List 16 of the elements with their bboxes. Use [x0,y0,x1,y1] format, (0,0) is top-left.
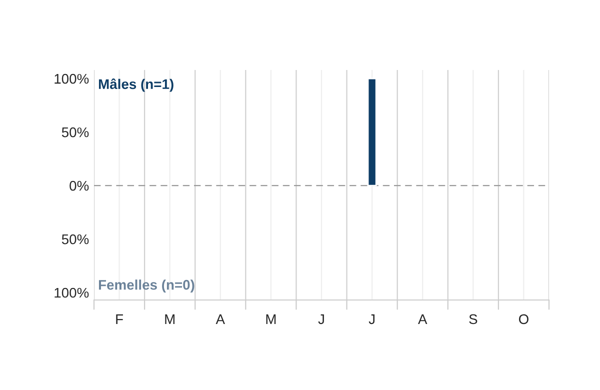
text: Mâles (n=1) [98,78,174,92]
x-tick-label: M [165,314,174,324]
y-tick-label: 50% [62,127,89,138]
x-tick-label: A [216,314,225,324]
x-tick-label: S [469,314,478,324]
y-tick-label: 100% [54,74,89,84]
x-tick-label: F [116,314,123,324]
x-tick-label: O [518,314,528,324]
y-tick-label: 100% [54,288,89,298]
x-tick-label: A [418,314,428,324]
y-tick-label: 0% [70,180,89,191]
x-tick-label: M [266,314,276,324]
x-tick-label: J [368,314,374,324]
y-tick-label: 50% [62,234,89,244]
x-tick-label: J [318,314,324,324]
annotation: Femelles (n=0) [98,280,194,293]
